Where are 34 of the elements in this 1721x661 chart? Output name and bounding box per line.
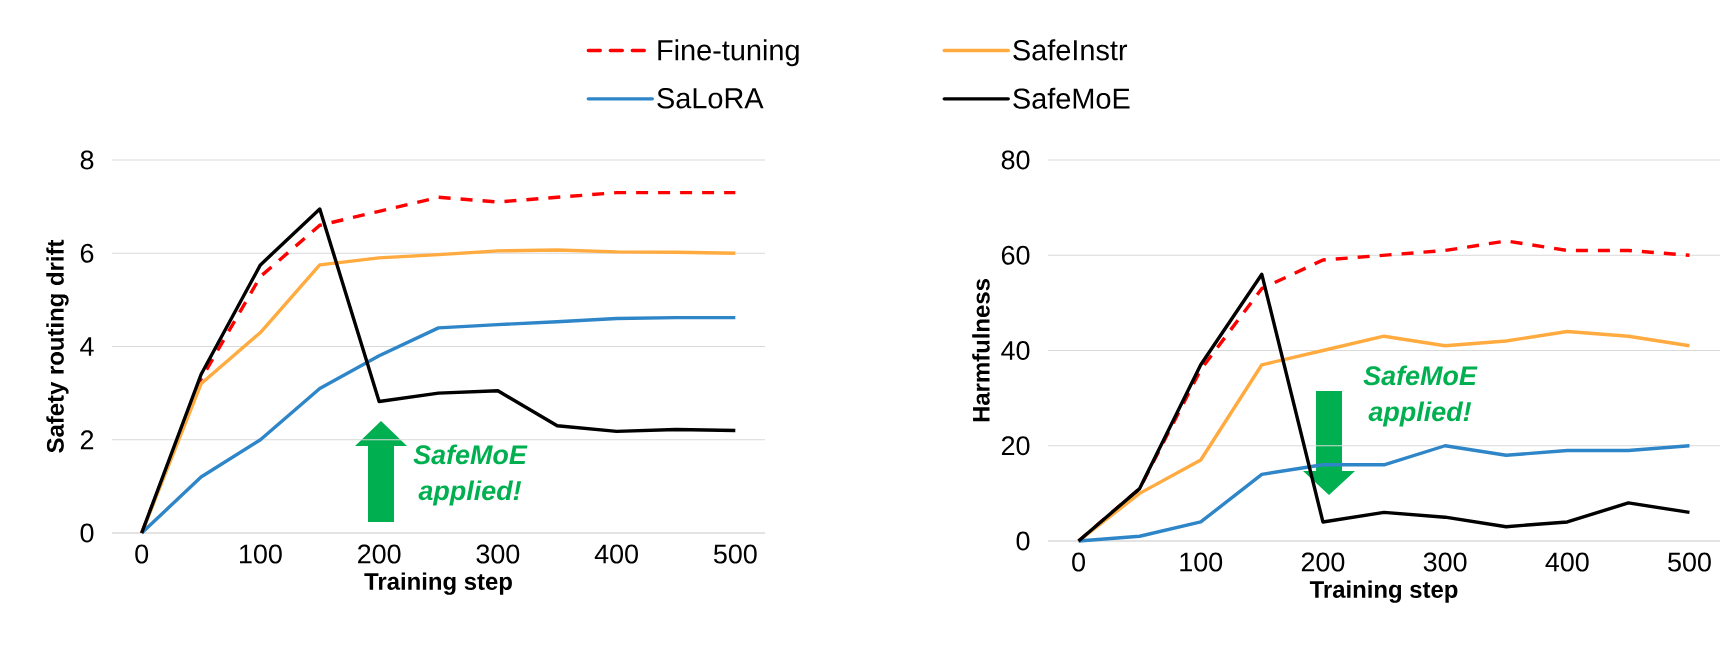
y-tick-label: 40 [1001,340,1030,361]
annotation: SafeMoE applied! [1363,365,1478,427]
annotation: SafeMoE applied! [413,444,528,506]
y-tick-label: 60 [1001,245,1030,265]
y-tick-label: 0 [80,523,94,543]
x-tick-label: 200 [358,544,401,564]
y-tick-label: 20 [1001,436,1030,456]
line-series [139,315,738,535]
x-axis-title: Training step [364,572,512,595]
y-tick-label: 80 [1001,150,1030,170]
x-tick-label: 200 [1301,552,1345,572]
x-tick-label: 300 [476,544,520,564]
y-axis-title: Harmfulness [972,279,990,422]
legend-label: SafeMoE [1013,87,1130,109]
legend-label: SaLoRA [657,88,764,109]
line-series [1076,444,1692,543]
x-tick-label: 0 [1072,552,1085,572]
x-tick-label: 300 [1423,552,1467,572]
y-tick-label: 4 [80,337,94,356]
x-tick-label: 400 [594,544,638,564]
x-tick-label: 500 [1668,552,1711,572]
x-tick-label: 500 [713,544,757,564]
y-axis-title: Safety routing drift [46,239,69,453]
x-tick-label: 0 [135,544,149,564]
legend-label: SafeInstr [1013,39,1128,61]
x-tick-label: 100 [1180,552,1223,572]
y-tick-label: 0 [1016,531,1030,551]
x-axis-title: Training step [1309,580,1458,603]
legend-label: Fine-tuning [658,39,799,67]
y-tick-label: 6 [80,243,94,263]
y-tick-label: 8 [80,150,94,170]
y-tick-label: 2 [80,430,94,450]
x-tick-label: 100 [240,544,282,564]
x-tick-label: 400 [1545,552,1589,572]
